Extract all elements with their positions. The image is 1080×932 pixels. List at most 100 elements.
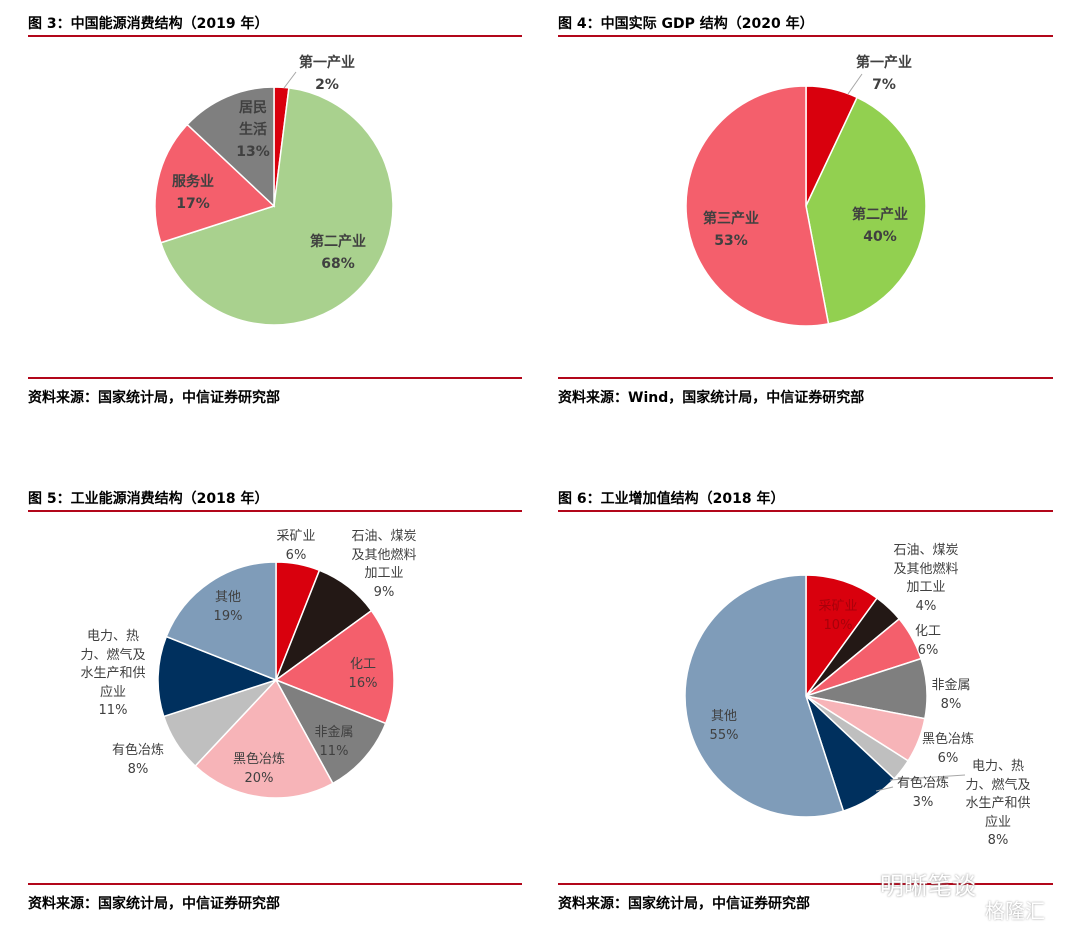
- slice-category: 电力、热 力、燃气及 水生产和供 应业: [80, 629, 146, 700]
- pie-slice: [274, 678, 387, 785]
- slice-label: 化工 16%: [349, 656, 378, 693]
- slice-label: 有色冶炼 8%: [112, 742, 164, 779]
- source-rule: [558, 377, 1053, 379]
- slice-category: 其他: [214, 590, 241, 605]
- slice-label: 非金属 11%: [314, 724, 353, 761]
- slice-label: 其他 55%: [710, 708, 739, 745]
- slice-label: 非金属 8%: [931, 677, 970, 714]
- slice-label: 采矿业 6%: [276, 528, 315, 565]
- slice-label: 其他 19%: [214, 589, 243, 626]
- slice-value: 6%: [917, 642, 939, 658]
- slice-category: 第一产业: [299, 55, 355, 71]
- figure-4-source: 资料来源：Wind，国家统计局，中信证券研究部: [558, 390, 865, 406]
- slice-category: 第二产业: [310, 234, 366, 250]
- figure-4-title: 图 4：中国实际 GDP 结构（2020 年）: [558, 16, 814, 32]
- slice-category: 第三产业: [703, 211, 759, 227]
- slice-value: 20%: [244, 770, 274, 786]
- figure-6-source: 资料来源：国家统计局，中信证券研究部: [558, 896, 810, 912]
- slice-label: 第二产业 68%: [310, 231, 366, 275]
- figure-3-source: 资料来源：国家统计局，中信证券研究部: [28, 390, 280, 406]
- slice-category: 黑色冶炼: [232, 752, 286, 767]
- pie-slice: [186, 86, 275, 208]
- slice-category: 化工: [349, 657, 376, 672]
- pie-slice: [194, 678, 334, 799]
- slice-label: 石油、煤炭 及其他燃料 加工业 9%: [351, 528, 416, 602]
- slice-label: 第一产业 7%: [856, 52, 912, 96]
- slice-category: 石油、煤炭 及其他燃料 加工业: [893, 543, 959, 595]
- slice-value: 2%: [315, 77, 339, 93]
- title-rule: [558, 510, 1053, 512]
- slice-value: 8%: [940, 696, 962, 712]
- pie-slice: [154, 123, 276, 244]
- figure-6-title: 图 6：工业增加值结构（2018 年）: [558, 491, 785, 507]
- pie-slice: [165, 561, 277, 682]
- slice-value: 6%: [937, 750, 959, 766]
- slice-value: 19%: [213, 608, 243, 624]
- slice-value: 8%: [987, 833, 1009, 848]
- slice-label: 黑色冶炼 6%: [922, 731, 974, 768]
- leader-line: [847, 73, 863, 95]
- slice-category: 黑色冶炼: [921, 732, 975, 747]
- slice-label: 石油、煤炭 及其他燃料 加工业 4%: [893, 542, 958, 616]
- slice-label: 化工 6%: [915, 623, 941, 660]
- watermark-text: 明晰笔谈: [880, 872, 976, 900]
- slice-value: 8%: [127, 761, 149, 777]
- slice-value: 10%: [823, 617, 853, 633]
- slice-category: 其他: [710, 709, 737, 724]
- slice-category: 化工: [914, 624, 942, 639]
- pie-slice: [274, 609, 395, 725]
- leader-line: [889, 774, 966, 781]
- slice-label: 第二产业 40%: [852, 204, 908, 248]
- slice-category: 第二产业: [852, 207, 908, 223]
- source-rule: [28, 377, 522, 379]
- figure-5-title: 图 5：工业能源消费结构（2018 年）: [28, 491, 269, 507]
- slice-label: 第一产业 2%: [299, 52, 355, 96]
- slice-category: 居民 生活: [238, 100, 267, 138]
- figure-3-title: 图 3：中国能源消费结构（2019 年）: [28, 16, 269, 32]
- slice-value: 3%: [912, 794, 934, 810]
- source-rule: [558, 883, 1053, 885]
- slice-category: 非金属: [931, 678, 971, 693]
- slice-category: 采矿业: [818, 599, 858, 614]
- leader-line: [283, 71, 297, 89]
- leader-line: [875, 786, 894, 792]
- pie-slice: [157, 635, 279, 718]
- title-rule: [28, 510, 522, 512]
- slice-category: 第一产业: [856, 55, 912, 71]
- title-rule: [28, 35, 522, 37]
- slice-category: 有色冶炼: [896, 776, 950, 791]
- slice-value: 11%: [98, 703, 128, 718]
- slice-value: 55%: [709, 727, 739, 743]
- slice-value: 7%: [872, 77, 896, 93]
- slice-category: 有色冶炼: [111, 743, 165, 758]
- slice-value: 40%: [863, 229, 897, 245]
- slice-label: 第三产业 53%: [703, 208, 759, 252]
- slice-value: 6%: [285, 547, 307, 563]
- pie-slice: [684, 574, 845, 818]
- slice-label: 有色冶炼 3%: [897, 775, 949, 812]
- slice-label: 电力、热 力、燃气及 水生产和供 应业 11%: [80, 628, 145, 721]
- pie-slice: [805, 574, 879, 699]
- pie-slice: [159, 87, 394, 326]
- slice-value: 53%: [714, 233, 748, 249]
- slice-label: 服务业 17%: [172, 171, 214, 215]
- pie-slice: [805, 96, 927, 325]
- slice-category: 服务业: [172, 174, 214, 190]
- watermark-brand: 格隆汇: [985, 899, 1045, 923]
- slice-category: 采矿业: [276, 529, 316, 544]
- slice-label: 黑色冶炼 20%: [233, 751, 285, 788]
- pie-slice: [685, 85, 830, 327]
- slice-label: 采矿业 10%: [818, 598, 857, 635]
- slice-value: 13%: [236, 144, 270, 160]
- slice-value: 17%: [176, 196, 210, 212]
- slice-label: 电力、热 力、燃气及 水生产和供 应业 8%: [965, 758, 1030, 851]
- figure-5-source: 资料来源：国家统计局，中信证券研究部: [28, 896, 280, 912]
- slice-category: 非金属: [314, 725, 354, 740]
- slice-category: 石油、煤炭 及其他燃料 加工业: [351, 529, 417, 581]
- slice-value: 4%: [915, 598, 937, 614]
- slice-label: 居民 生活 13%: [236, 97, 270, 163]
- slice-value: 16%: [348, 675, 378, 691]
- slice-value: 68%: [321, 256, 355, 272]
- slice-value: 9%: [373, 584, 395, 600]
